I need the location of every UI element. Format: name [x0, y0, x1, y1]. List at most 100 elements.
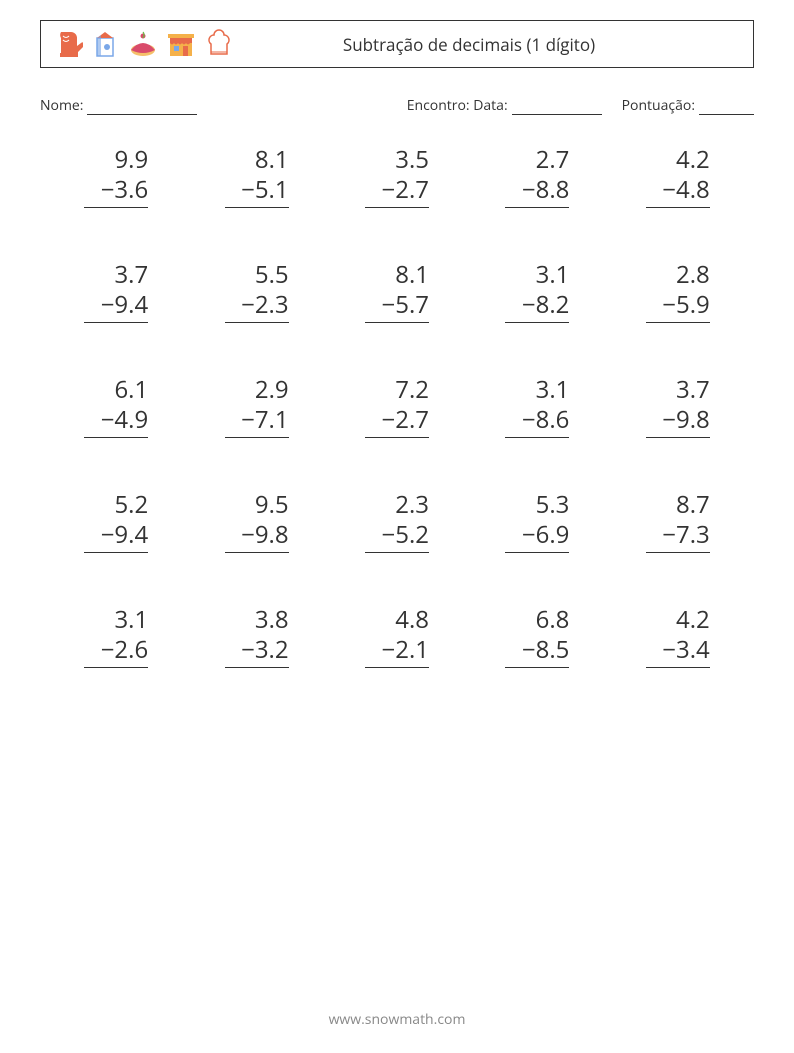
worksheet-title: Subtração de decimais (1 dígito) [235, 33, 743, 56]
problem-rule [365, 667, 429, 668]
name-label: Nome: [40, 96, 83, 115]
problem-top: 4.2 [646, 145, 710, 175]
problem-rule [365, 552, 429, 553]
problem-bottom: −5.2 [365, 520, 429, 550]
problem-rule [225, 322, 289, 323]
date-blank[interactable] [512, 99, 602, 115]
problem-bottom: −5.9 [646, 290, 710, 320]
problem-bottom: −9.8 [646, 405, 710, 435]
problem: 3.1−8.6 [467, 375, 607, 438]
problem: 3.8−3.2 [186, 605, 326, 668]
problem-bottom: −8.6 [505, 405, 569, 435]
problem-rule [225, 552, 289, 553]
score-blank[interactable] [699, 99, 754, 115]
problem-rule [365, 322, 429, 323]
problem-top: 3.7 [646, 375, 710, 405]
problem: 8.1−5.7 [327, 260, 467, 323]
problem: 7.2−2.7 [327, 375, 467, 438]
problem: 2.7−8.8 [467, 145, 607, 208]
problem-top: 4.8 [365, 605, 429, 635]
problem-bottom: −7.1 [225, 405, 289, 435]
problem-bottom: −2.7 [365, 405, 429, 435]
problem-rule [646, 322, 710, 323]
problem-top: 3.1 [505, 260, 569, 290]
problem-rule [365, 207, 429, 208]
name-blank[interactable] [87, 99, 197, 115]
problem-rule [505, 207, 569, 208]
problem-top: 4.2 [646, 605, 710, 635]
problem-top: 2.7 [505, 145, 569, 175]
problem: 9.5−9.8 [186, 490, 326, 553]
problem-top: 2.9 [225, 375, 289, 405]
problem-top: 2.3 [365, 490, 429, 520]
problem-bottom: −8.8 [505, 175, 569, 205]
problem-rule [225, 667, 289, 668]
problem-rule [225, 207, 289, 208]
problem-rule [84, 207, 148, 208]
milk-carton-icon [89, 28, 121, 60]
problem: 5.5−2.3 [186, 260, 326, 323]
problem: 3.1−2.6 [46, 605, 186, 668]
problem-bottom: −8.5 [505, 635, 569, 665]
problem-bottom: −3.6 [84, 175, 148, 205]
problem: 9.9−3.6 [46, 145, 186, 208]
problem-bottom: −9.4 [84, 290, 148, 320]
problem-rule [646, 437, 710, 438]
problem-rule [84, 437, 148, 438]
pie-icon [127, 28, 159, 60]
problem-bottom: −2.6 [84, 635, 148, 665]
problem: 3.1−8.2 [467, 260, 607, 323]
problem-bottom: −3.4 [646, 635, 710, 665]
problem-top: 5.2 [84, 490, 148, 520]
problem-rule [505, 552, 569, 553]
problem-bottom: −5.7 [365, 290, 429, 320]
problem: 3.7−9.8 [608, 375, 748, 438]
score-label: Pontuação: [622, 96, 695, 115]
problem: 8.1−5.1 [186, 145, 326, 208]
footer-url: www.snowmath.com [0, 1010, 794, 1029]
problem-rule [505, 437, 569, 438]
problem-top: 9.5 [225, 490, 289, 520]
problem-rule [505, 322, 569, 323]
encounter-date-label: Encontro: Data: [407, 96, 508, 115]
oven-mitt-icon [51, 28, 83, 60]
info-row: Nome: Encontro: Data: Pontuação: [40, 96, 754, 115]
problem-top: 6.8 [505, 605, 569, 635]
problem: 8.7−7.3 [608, 490, 748, 553]
problem-top: 8.7 [646, 490, 710, 520]
problem-bottom: −4.9 [84, 405, 148, 435]
problem-top: 9.9 [84, 145, 148, 175]
problem-bottom: −9.4 [84, 520, 148, 550]
problem-rule [505, 667, 569, 668]
problem-top: 2.8 [646, 260, 710, 290]
problem-rule [84, 322, 148, 323]
shop-icon [165, 28, 197, 60]
problem: 6.8−8.5 [467, 605, 607, 668]
problem-top: 3.1 [84, 605, 148, 635]
problem-rule [646, 552, 710, 553]
problem: 2.9−7.1 [186, 375, 326, 438]
problem-top: 3.1 [505, 375, 569, 405]
problem-top: 3.5 [365, 145, 429, 175]
problem: 4.2−4.8 [608, 145, 748, 208]
problem: 2.8−5.9 [608, 260, 748, 323]
problem: 3.5−2.7 [327, 145, 467, 208]
problem: 6.1−4.9 [46, 375, 186, 438]
problem: 5.3−6.9 [467, 490, 607, 553]
problem-top: 7.2 [365, 375, 429, 405]
problem-bottom: −5.1 [225, 175, 289, 205]
problems-grid: 9.9−3.68.1−5.13.5−2.72.7−8.84.2−4.83.7−9… [40, 145, 754, 668]
problem-top: 6.1 [84, 375, 148, 405]
problem: 3.7−9.4 [46, 260, 186, 323]
problem-bottom: −2.1 [365, 635, 429, 665]
chef-hat-icon [203, 28, 235, 60]
problem-bottom: −4.8 [646, 175, 710, 205]
problem: 4.2−3.4 [608, 605, 748, 668]
problem-rule [365, 437, 429, 438]
problem-rule [84, 667, 148, 668]
problem-top: 5.5 [225, 260, 289, 290]
header-icon-row [51, 28, 235, 60]
problem: 2.3−5.2 [327, 490, 467, 553]
problem-bottom: −3.2 [225, 635, 289, 665]
problem-bottom: −9.8 [225, 520, 289, 550]
